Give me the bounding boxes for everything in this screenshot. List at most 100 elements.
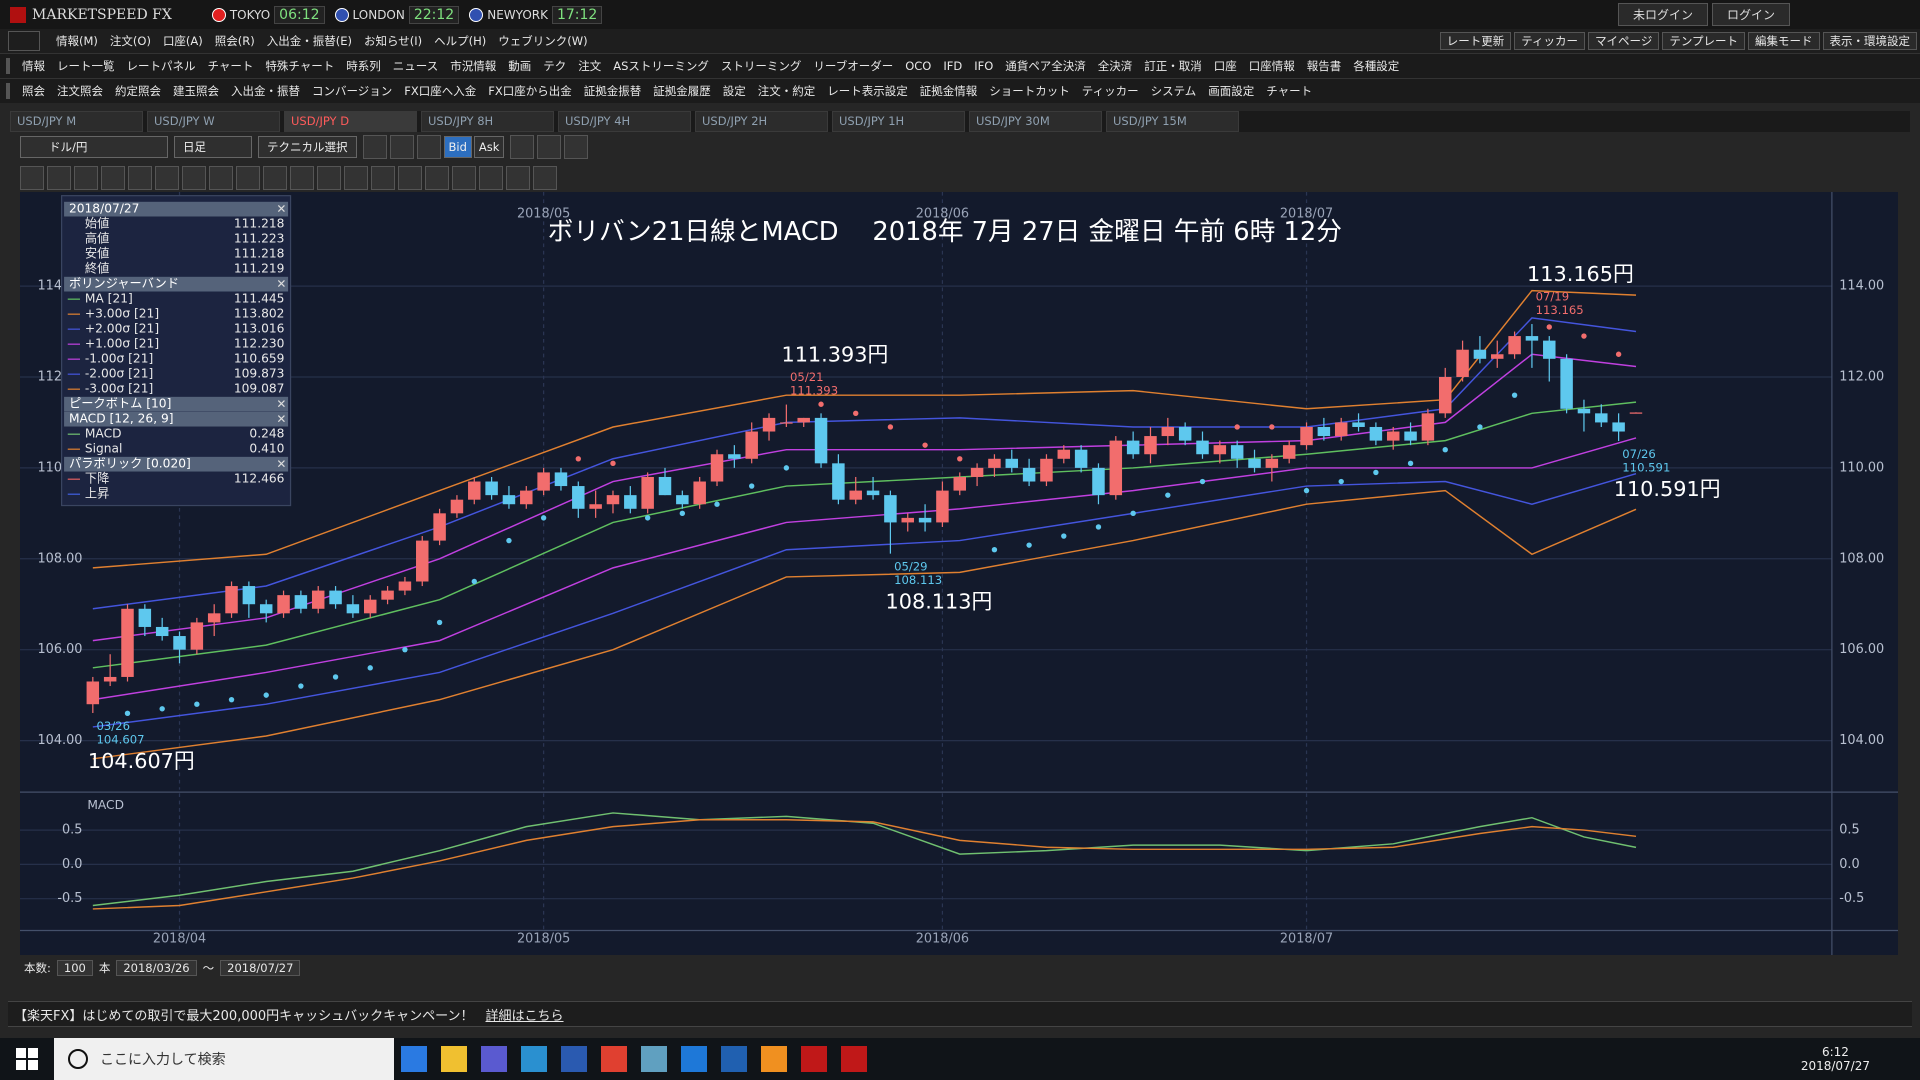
period-select[interactable]: 日足 bbox=[174, 136, 252, 158]
draw-tool[interactable] bbox=[425, 165, 449, 190]
tool-icon[interactable] bbox=[362, 135, 387, 159]
draw-tool[interactable] bbox=[128, 165, 152, 190]
toolbar-item[interactable]: ASストリーミング bbox=[613, 59, 709, 73]
draw-tool[interactable] bbox=[182, 165, 206, 190]
login-button[interactable]: 未ログイン bbox=[1617, 3, 1708, 26]
toolbar-item[interactable]: 報告書 bbox=[1306, 59, 1342, 73]
draw-tool[interactable] bbox=[452, 165, 476, 190]
toolbar-item[interactable]: 設定 bbox=[722, 84, 746, 98]
tab[interactable]: USD/JPY M bbox=[10, 111, 143, 132]
taskbar-icon[interactable] bbox=[521, 1046, 547, 1072]
menu-item[interactable]: 情報(M) bbox=[56, 34, 98, 48]
draw-tool[interactable] bbox=[101, 165, 125, 190]
menu-button[interactable]: テンプレート bbox=[1662, 32, 1745, 50]
toolbar-item[interactable]: 特殊チャート bbox=[265, 59, 335, 73]
toolbar-item[interactable]: FX口座へ入金 bbox=[404, 84, 477, 98]
toolbar-item[interactable]: 画面設定 bbox=[1208, 84, 1255, 98]
toolbar-item[interactable]: 建玉照会 bbox=[173, 84, 219, 98]
toolbar-item[interactable]: 証拠金振替 bbox=[583, 84, 642, 98]
draw-tool[interactable] bbox=[47, 165, 71, 190]
start-button[interactable] bbox=[16, 1048, 38, 1070]
toolbar-item[interactable]: リーブオーダー bbox=[813, 59, 894, 73]
tab[interactable]: USD/JPY 30M bbox=[969, 111, 1102, 132]
draw-tool[interactable] bbox=[155, 165, 179, 190]
banner-link[interactable]: 詳細はこちら bbox=[485, 1008, 564, 1024]
toolbar-item[interactable]: テク bbox=[543, 59, 567, 73]
draw-tool[interactable] bbox=[317, 165, 341, 190]
draw-tool[interactable] bbox=[533, 165, 557, 190]
bid-button[interactable]: Bid bbox=[443, 136, 472, 158]
tab[interactable]: USD/JPY 4H bbox=[558, 111, 691, 132]
taskbar-icon[interactable] bbox=[641, 1046, 667, 1072]
toolbar-item[interactable]: レート一覧 bbox=[57, 59, 115, 73]
toolbar-item[interactable]: 市況情報 bbox=[450, 59, 497, 73]
menu-item[interactable]: ウェブリンク(W) bbox=[498, 34, 588, 48]
draw-tool[interactable] bbox=[20, 165, 44, 190]
taskbar-icon[interactable] bbox=[481, 1046, 507, 1072]
toolbar-item[interactable]: 口座 bbox=[1213, 59, 1237, 73]
toolbar-item[interactable]: 訂正・取消 bbox=[1144, 59, 1202, 73]
draw-tool[interactable] bbox=[371, 165, 395, 190]
toolbar-item[interactable]: チャート bbox=[1266, 84, 1313, 98]
taskbar-icon[interactable] bbox=[601, 1046, 627, 1072]
menu-item[interactable]: 照会(R) bbox=[214, 34, 255, 48]
toolbar-item[interactable]: 照会 bbox=[22, 84, 45, 98]
taskbar-icon[interactable] bbox=[561, 1046, 587, 1072]
taskbar-icon[interactable] bbox=[761, 1046, 787, 1072]
menu-button[interactable]: レート更新 bbox=[1439, 32, 1512, 50]
toolbar-item[interactable]: IFO bbox=[974, 59, 994, 73]
menu-item[interactable]: お知らせ(I) bbox=[364, 34, 423, 48]
toolbar-item[interactable]: 約定照会 bbox=[115, 84, 161, 98]
draw-tool[interactable] bbox=[506, 165, 530, 190]
menu-item[interactable]: 口座(A) bbox=[162, 34, 203, 48]
search-box[interactable]: ここに入力して検索 bbox=[54, 1038, 394, 1080]
toolbar-item[interactable]: 注文照会 bbox=[57, 84, 103, 98]
toolbar-item[interactable]: OCO bbox=[905, 59, 932, 73]
tool-icon[interactable] bbox=[510, 135, 535, 159]
toolbar-item[interactable]: コンバージョン bbox=[312, 84, 393, 98]
menu-item[interactable]: 注文(O) bbox=[109, 34, 151, 48]
taskbar-icon[interactable] bbox=[721, 1046, 747, 1072]
tab[interactable]: USD/JPY 8H bbox=[421, 111, 554, 132]
range-to[interactable]: 2018/07/27 bbox=[220, 960, 301, 976]
toolbar-item[interactable]: 情報 bbox=[22, 59, 45, 73]
toolbar-item[interactable]: 証拠金情報 bbox=[919, 84, 978, 98]
tab[interactable]: USD/JPY W bbox=[147, 111, 280, 132]
toolbar-item[interactable]: 全決済 bbox=[1097, 59, 1133, 73]
toolbar-item[interactable]: レート表示設定 bbox=[827, 84, 908, 98]
taskbar-icon[interactable] bbox=[441, 1046, 467, 1072]
draw-tool[interactable] bbox=[74, 165, 98, 190]
tab[interactable]: USD/JPY D bbox=[284, 111, 417, 132]
menu-button[interactable]: マイページ bbox=[1588, 32, 1660, 50]
toolbar-item[interactable]: ニュース bbox=[392, 59, 439, 73]
toolbar-item[interactable]: チャート bbox=[207, 59, 254, 73]
draw-tool[interactable] bbox=[263, 165, 287, 190]
toolbar-item[interactable]: IFD bbox=[943, 59, 963, 73]
toolbar-item[interactable]: 注文 bbox=[578, 59, 602, 73]
taskbar-icon[interactable] bbox=[681, 1046, 707, 1072]
toolbar-item[interactable]: 動画 bbox=[508, 59, 532, 73]
login-button[interactable]: ログイン bbox=[1711, 3, 1790, 26]
tab[interactable]: USD/JPY 1H bbox=[832, 111, 965, 132]
toolbar-item[interactable]: 入出金・振替 bbox=[231, 84, 300, 98]
menu-item[interactable]: 入出金・振替(E) bbox=[266, 34, 352, 48]
ask-button[interactable]: Ask bbox=[473, 136, 505, 158]
toolbar-item[interactable]: 各種設定 bbox=[1353, 59, 1400, 73]
toolbar-item[interactable]: レートパネル bbox=[126, 59, 196, 73]
toolbar-item[interactable]: ストリーミング bbox=[720, 59, 802, 73]
tool-icon[interactable] bbox=[564, 135, 589, 159]
tool-icon[interactable] bbox=[389, 135, 414, 159]
draw-tool[interactable] bbox=[209, 165, 233, 190]
tool-icon[interactable] bbox=[416, 135, 441, 159]
menu-item[interactable]: ヘルプ(H) bbox=[434, 34, 487, 48]
taskbar-icon[interactable] bbox=[841, 1046, 867, 1072]
menu-button[interactable]: 編集モード bbox=[1748, 32, 1820, 50]
draw-tool[interactable] bbox=[344, 165, 368, 190]
toolbar-item[interactable]: 注文・約定 bbox=[757, 84, 816, 98]
tab[interactable]: USD/JPY 15M bbox=[1106, 111, 1239, 132]
technical-select[interactable]: テクニカル選択 bbox=[258, 136, 357, 158]
toolbar-item[interactable]: ショートカット bbox=[989, 84, 1070, 98]
toolbar-item[interactable]: 時系列 bbox=[346, 59, 381, 73]
draw-tool[interactable] bbox=[236, 165, 260, 190]
taskbar-icon[interactable] bbox=[801, 1046, 827, 1072]
